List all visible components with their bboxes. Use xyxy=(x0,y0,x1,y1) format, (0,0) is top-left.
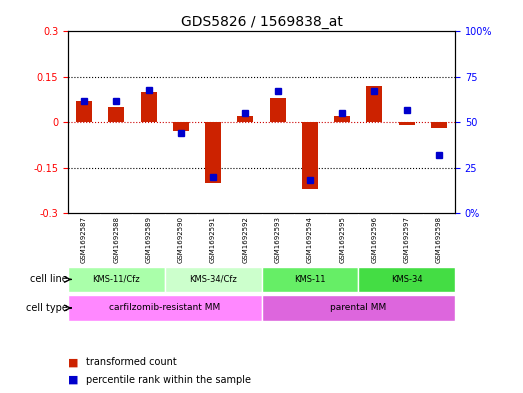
Text: KMS-11: KMS-11 xyxy=(294,275,326,284)
Text: transformed count: transformed count xyxy=(86,358,177,367)
FancyBboxPatch shape xyxy=(262,295,455,321)
Text: carfilzomib-resistant MM: carfilzomib-resistant MM xyxy=(109,303,220,312)
Text: KMS-34: KMS-34 xyxy=(391,275,423,284)
FancyBboxPatch shape xyxy=(68,266,165,292)
Text: GSM1692591: GSM1692591 xyxy=(210,216,216,263)
Text: GSM1692589: GSM1692589 xyxy=(145,216,152,263)
Text: GSM1692587: GSM1692587 xyxy=(81,216,87,263)
Bar xyxy=(431,122,447,129)
Text: GSM1692597: GSM1692597 xyxy=(404,216,410,263)
Text: parental MM: parental MM xyxy=(330,303,386,312)
Text: ■: ■ xyxy=(68,358,78,367)
Bar xyxy=(76,101,92,122)
Text: ■: ■ xyxy=(68,375,78,385)
Bar xyxy=(173,122,189,131)
Text: GSM1692596: GSM1692596 xyxy=(371,216,378,263)
Text: GSM1692593: GSM1692593 xyxy=(275,216,281,263)
FancyBboxPatch shape xyxy=(262,266,358,292)
Text: KMS-34/Cfz: KMS-34/Cfz xyxy=(189,275,237,284)
Text: KMS-11/Cfz: KMS-11/Cfz xyxy=(93,275,140,284)
Title: GDS5826 / 1569838_at: GDS5826 / 1569838_at xyxy=(180,15,343,29)
Text: GSM1692590: GSM1692590 xyxy=(178,216,184,263)
Text: GSM1692592: GSM1692592 xyxy=(242,216,248,263)
FancyBboxPatch shape xyxy=(68,295,262,321)
Text: GSM1692588: GSM1692588 xyxy=(113,216,119,263)
Bar xyxy=(269,98,286,122)
Text: cell type: cell type xyxy=(26,303,68,313)
Bar xyxy=(334,116,350,122)
Text: percentile rank within the sample: percentile rank within the sample xyxy=(86,375,251,385)
Bar xyxy=(141,92,157,122)
Text: GSM1692594: GSM1692594 xyxy=(307,216,313,263)
Bar xyxy=(205,122,221,183)
FancyBboxPatch shape xyxy=(358,266,455,292)
Bar xyxy=(399,122,415,125)
FancyBboxPatch shape xyxy=(165,266,262,292)
Text: GSM1692595: GSM1692595 xyxy=(339,216,345,263)
Bar xyxy=(366,86,382,122)
Bar xyxy=(237,116,254,122)
Text: GSM1692598: GSM1692598 xyxy=(436,216,442,263)
Bar xyxy=(302,122,318,189)
Text: cell line: cell line xyxy=(30,274,68,285)
Bar xyxy=(108,107,124,122)
